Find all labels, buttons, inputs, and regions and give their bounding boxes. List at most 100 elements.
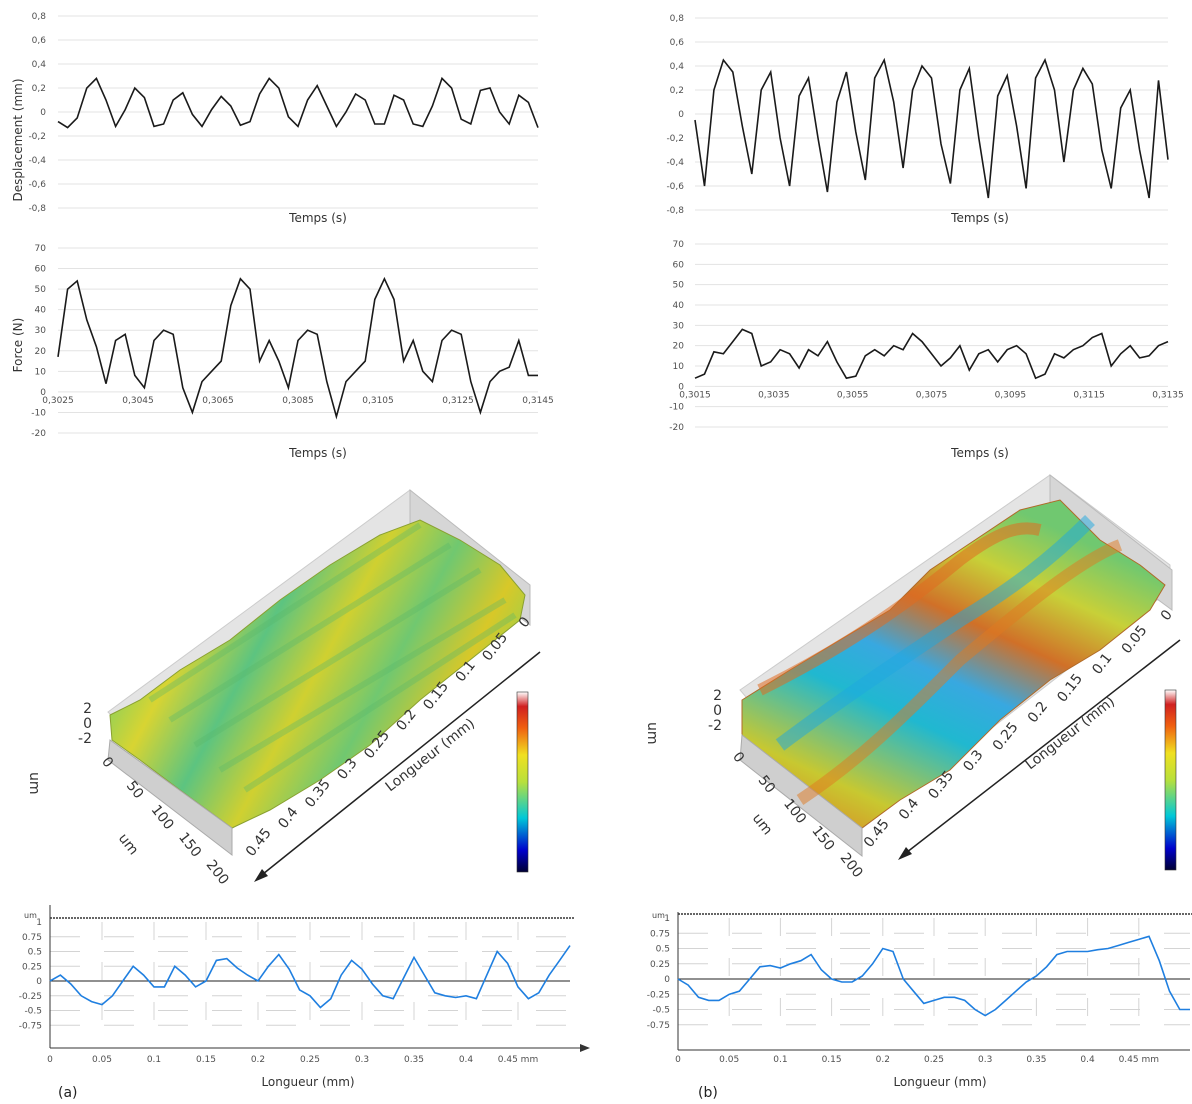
- y-axis-label: Desplacement (mm): [11, 78, 25, 201]
- panel-label-a: (a): [58, 1085, 78, 1101]
- surface-ridge-high: [757, 522, 1042, 696]
- x-tick-label: 0.15: [196, 1055, 216, 1065]
- x-tick-label: 0.1: [773, 1055, 787, 1065]
- series-line: [57, 76, 539, 129]
- panel-b-surface: 00.050.10.150.20.250.30.350.40.45 050100…: [644, 473, 1181, 881]
- x-tick-label: 0.25: [300, 1055, 320, 1065]
- x-axis-label: Longueur (mm): [893, 1075, 986, 1089]
- z-axis-label: um: [26, 772, 42, 795]
- y-tick-label: 30: [35, 326, 47, 336]
- panel-label-b: (b): [698, 1085, 718, 1101]
- y-tick-labels: 1 0.75 0.5 0.25 0 -0.25 -0.5 -0.75: [19, 918, 43, 1031]
- y-axis-label: um: [652, 911, 665, 920]
- width-axis-label: um: [115, 831, 141, 859]
- panel-a-force: 70 60 50 40 30 20 10 0 -10 -20 0,3025 0,3045 0,3065…: [11, 244, 554, 460]
- x-tick-label: 0.2: [876, 1055, 890, 1065]
- y-tick-label: 0,2: [32, 84, 46, 94]
- y-tick-label: -20: [669, 423, 684, 433]
- panel-a-profile: 1 0.75 0.5 0.25 0 -0.25 -0.5 -0.75 0 0.05 0.1 0.15…: [19, 905, 590, 1101]
- x-tick-label: 0.35: [1026, 1055, 1046, 1065]
- y-tick-label: 10: [35, 367, 47, 377]
- y-tick-labels: 0,8 0,6 0,4 0,2 0 -0,2 -0,4 -0,6 -0,8: [28, 12, 46, 214]
- y-tick-label: -0,4: [28, 156, 46, 166]
- y-tick-label: -0,6: [28, 180, 46, 190]
- length-tick-label: 0: [1158, 607, 1176, 624]
- x-tick-labels: 0 0.05 0.1 0.15 0.2 0.25 0.3 0.35 0.4 0.45 mm: [47, 1055, 538, 1065]
- x-tick-label: 0,3115: [1073, 390, 1105, 400]
- y-tick-label: 0: [36, 977, 42, 987]
- surface-ridge-high-2: [796, 539, 1123, 805]
- y-tick-label: -10: [31, 408, 46, 418]
- x-tick-label: 0,3105: [362, 396, 394, 406]
- y-tick-label: 0,6: [670, 38, 685, 48]
- x-tick-label: 0,3095: [995, 390, 1027, 400]
- x-tick-label: 0.35: [404, 1055, 424, 1065]
- series-line: [694, 328, 1169, 380]
- z-tick-labels: 20-2: [78, 701, 92, 747]
- x-axis-label: Temps (s): [950, 211, 1009, 225]
- y-tick-label: 0: [40, 108, 46, 118]
- width-tick-label: 0: [98, 754, 116, 771]
- panel-a-displacement: 0,8 0,6 0,4 0,2 0 -0,2 -0,4 -0,6 -0,8 Desplaceme…: [11, 12, 539, 225]
- x-tick-label: 0.3: [355, 1055, 369, 1065]
- y-tick-label: 50: [673, 281, 685, 291]
- y-tick-label: 1: [664, 914, 670, 924]
- x-tick-label: 0,3075: [916, 390, 948, 400]
- y-axis-label: Force (N): [11, 318, 25, 373]
- x-axis-label: Temps (s): [288, 211, 347, 225]
- y-tick-label: -0.25: [19, 992, 42, 1002]
- y-tick-labels: 70 60 50 40 30 20 10 0 -10 -20: [31, 244, 46, 439]
- y-axis-label: um: [24, 911, 37, 920]
- y-tick-label: 60: [35, 265, 47, 275]
- length-axis: [257, 651, 541, 879]
- x-tick-label: 0,3125: [442, 396, 474, 406]
- x-tick-labels: 0,3015 0,3035 0,3055 0,3075 0,3095 0,3115 0,31…: [679, 390, 1184, 400]
- y-tick-label: 10: [673, 362, 685, 372]
- y-tick-label: -0.25: [647, 990, 670, 1000]
- y-tick-label: 0,4: [670, 62, 685, 72]
- width-tick-label: 150: [175, 830, 204, 861]
- width-tick-label: 200: [203, 857, 232, 888]
- series-line: [57, 276, 538, 420]
- z-tick-label: -2: [708, 718, 722, 734]
- y-tick-label: 0: [664, 975, 670, 985]
- grid: [50, 917, 574, 1035]
- surface-ridges: [148, 522, 517, 793]
- color-scale-bar: [516, 691, 529, 873]
- z-axis-label: um: [644, 722, 660, 745]
- x-axis-label: Temps (s): [288, 446, 347, 460]
- x-tick-label: 0,3135: [1152, 390, 1184, 400]
- x-tick-label: 0,3035: [758, 390, 790, 400]
- panel-b-displacement: 0,8 0,6 0,4 0,2 0 -0,2 -0,4 -0,6 -0,8 Temps (s): [666, 14, 1169, 225]
- length-axis-arrow-icon: [898, 847, 912, 860]
- y-tick-label: 40: [35, 306, 47, 316]
- y-tick-label: 40: [673, 301, 685, 311]
- y-tick-label: -0,8: [28, 204, 46, 214]
- y-tick-label: 1: [36, 918, 42, 928]
- y-tick-label: -20: [31, 429, 46, 439]
- x-tick-label: 0,3015: [679, 390, 711, 400]
- y-tick-label: 50: [35, 285, 47, 295]
- y-tick-label: -0,4: [666, 158, 684, 168]
- x-axis-arrow-icon: [580, 1044, 590, 1052]
- color-scale-bar: [1164, 689, 1177, 871]
- y-tick-label: 0: [40, 388, 46, 398]
- y-tick-label: 0.25: [22, 962, 42, 972]
- y-tick-label: -0,6: [666, 182, 684, 192]
- length-axis-arrow-icon: [254, 869, 268, 882]
- x-tick-label: 0.05: [92, 1055, 112, 1065]
- y-tick-label: -0.75: [647, 1021, 670, 1031]
- y-tick-label: 20: [35, 347, 47, 357]
- z-tick-labels: 20-2: [708, 688, 722, 734]
- grid: [678, 913, 1192, 1034]
- x-tick-label: 0.45 mm: [1119, 1055, 1159, 1065]
- y-tick-label: -0.5: [652, 1006, 670, 1016]
- x-tick-label: 0.4: [1080, 1055, 1095, 1065]
- x-tick-label: 0,3025: [42, 396, 74, 406]
- x-tick-label: 0.1: [147, 1055, 161, 1065]
- length-axis: [901, 639, 1181, 857]
- y-tick-label: 30: [673, 321, 685, 331]
- y-tick-label: -0.75: [19, 1021, 42, 1031]
- y-tick-label: 0,4: [32, 60, 47, 70]
